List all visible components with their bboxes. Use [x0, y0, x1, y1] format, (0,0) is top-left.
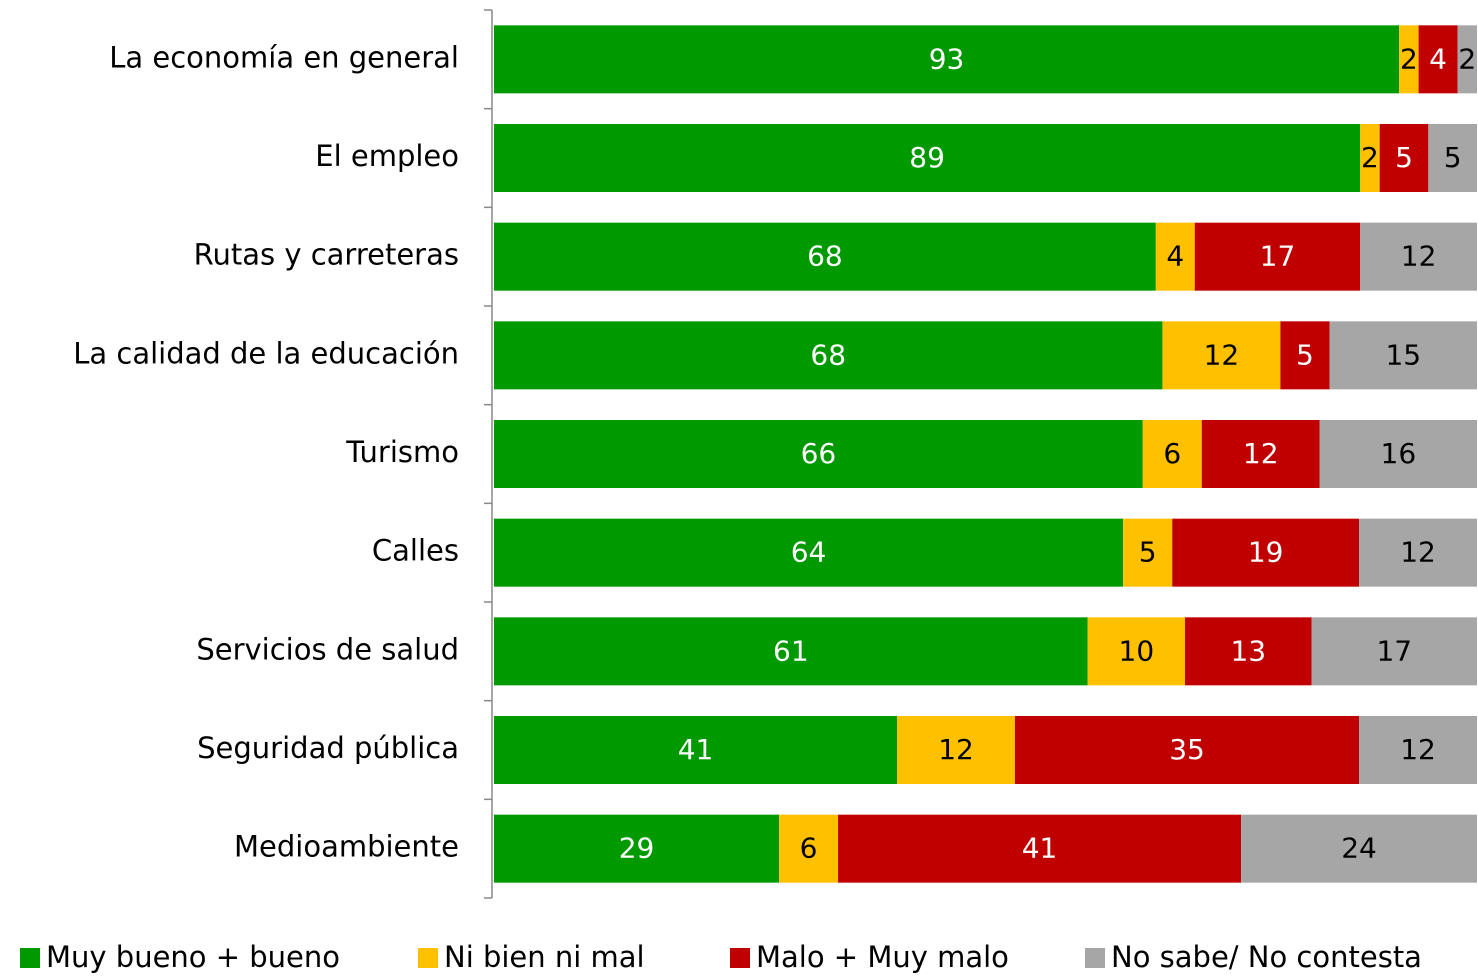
value-label: 12: [1243, 437, 1279, 470]
bar-segment: [1155, 222, 1195, 291]
legend-label: Muy bueno + bueno: [46, 940, 340, 974]
category-label: La calidad de la educación: [73, 336, 459, 370]
value-label: 5: [1444, 141, 1462, 174]
value-label: 5: [1296, 338, 1314, 371]
value-label: 4: [1166, 240, 1184, 273]
legend-label: No sabe/ No contesta: [1111, 940, 1422, 974]
bar-segment: [1418, 25, 1458, 94]
bar-segment: [494, 814, 780, 883]
value-label: 5: [1139, 536, 1157, 569]
bar-segment: [1360, 222, 1477, 291]
category-label: La economía en general: [109, 40, 459, 74]
bar-segment: [1241, 814, 1477, 883]
legend-swatch: [20, 948, 40, 968]
value-label: 10: [1119, 634, 1155, 667]
legend-swatch: [1085, 948, 1105, 968]
value-label: 4: [1429, 42, 1447, 75]
value-label: 29: [619, 832, 655, 865]
bar-segment: [1142, 420, 1202, 488]
value-label: 6: [1163, 437, 1181, 470]
value-label: 35: [1169, 733, 1205, 766]
bar-segment: [494, 124, 1361, 192]
value-label: 66: [801, 437, 837, 470]
value-label: 12: [938, 733, 974, 766]
bar-segment: [1280, 321, 1330, 390]
value-label: 15: [1385, 338, 1421, 371]
legend-swatch: [418, 948, 438, 968]
value-label: 68: [807, 240, 843, 273]
bar-segment: [494, 716, 898, 784]
bar-segment: [1194, 222, 1361, 291]
bar-segment: [897, 716, 1015, 784]
category-label: Servicios de salud: [196, 632, 459, 666]
value-label: 12: [1401, 240, 1437, 273]
value-label: 13: [1230, 634, 1266, 667]
bar-segment: [1399, 25, 1419, 94]
bar-segment: [494, 420, 1143, 488]
category-label: Seguridad pública: [197, 731, 459, 765]
bar-segment: [1379, 124, 1429, 192]
value-label: 5: [1395, 141, 1413, 174]
value-label: 2: [1458, 42, 1476, 75]
bar-segment: [1123, 518, 1173, 587]
bar-segment: [1172, 518, 1360, 587]
bar-segment: [494, 222, 1156, 291]
category-label: Calles: [372, 534, 459, 568]
value-label: 2: [1361, 141, 1379, 174]
value-label: 41: [678, 733, 714, 766]
value-label: 68: [810, 338, 846, 371]
value-label: 12: [1400, 733, 1436, 766]
value-label: 17: [1260, 240, 1296, 273]
bar-segment: [1311, 617, 1477, 686]
bar-segment: [494, 321, 1163, 390]
bar-segment: [1359, 716, 1477, 784]
bar-segment: [494, 617, 1088, 686]
bar-segment: [1319, 420, 1477, 488]
bar-segment: [1360, 124, 1380, 192]
value-label: 6: [800, 832, 818, 865]
value-label: 2: [1400, 42, 1418, 75]
category-label: El empleo: [315, 139, 459, 173]
value-label: 89: [909, 141, 945, 174]
legend-swatch: [730, 948, 750, 968]
bar-segment: [1329, 321, 1477, 390]
legend-label: Ni bien ni mal: [444, 940, 645, 974]
category-label: Turismo: [345, 435, 459, 469]
bar-segment: [1014, 716, 1360, 784]
bar-segment: [1087, 617, 1186, 686]
category-label: Medioambiente: [234, 830, 459, 864]
bar-segment: [1201, 420, 1320, 488]
bar-segment: [1457, 25, 1477, 94]
value-label: 12: [1400, 536, 1436, 569]
value-label: 16: [1381, 437, 1417, 470]
bar-segment: [1162, 321, 1281, 390]
bar-segment: [838, 814, 1242, 883]
legend-label: Malo + Muy malo: [756, 940, 1009, 974]
bar-segment: [779, 814, 839, 883]
value-label: 12: [1204, 338, 1240, 371]
bar-segment: [494, 25, 1400, 94]
category-label: Rutas y carreteras: [194, 238, 459, 272]
value-label: 24: [1341, 832, 1377, 865]
value-label: 17: [1376, 634, 1412, 667]
value-label: 64: [791, 536, 827, 569]
bar-segment: [1428, 124, 1477, 192]
value-label: 19: [1248, 536, 1284, 569]
bar-segment: [1185, 617, 1312, 686]
bar-segment: [494, 518, 1124, 587]
value-label: 61: [773, 634, 809, 667]
bar-segment: [1359, 518, 1477, 587]
value-label: 93: [929, 42, 965, 75]
value-label: 41: [1022, 832, 1058, 865]
